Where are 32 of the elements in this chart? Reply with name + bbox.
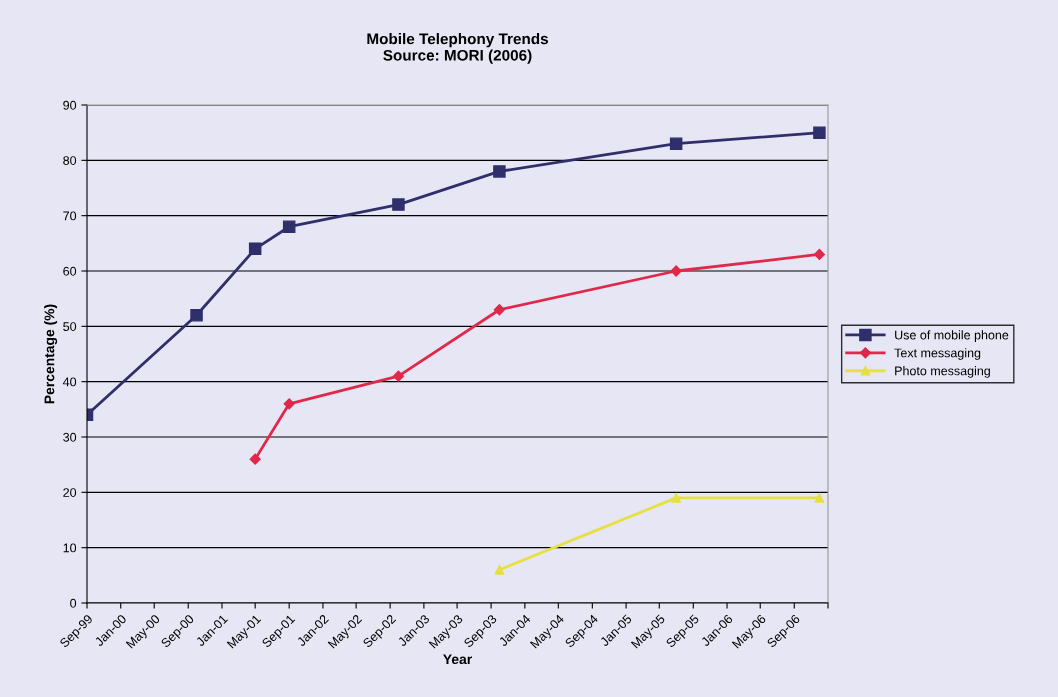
- point: [248, 242, 262, 256]
- point: [283, 398, 295, 410]
- y-tick-label: 50: [63, 322, 77, 331]
- point: [669, 137, 683, 150]
- y-tick-label: 80: [63, 156, 77, 165]
- y-tick-label: 10: [63, 543, 77, 553]
- legend-label: Text messaging: [894, 348, 981, 360]
- point: [670, 265, 682, 277]
- point: [392, 198, 405, 211]
- y-tick-label: 90: [63, 100, 77, 110]
- point: [282, 220, 296, 233]
- y-tick-label: 60: [63, 266, 77, 276]
- y-axis-title: Percentage (%): [44, 304, 58, 404]
- point: [493, 165, 506, 178]
- y-tick-label: 70: [63, 211, 77, 221]
- point: [813, 126, 826, 139]
- point: [190, 309, 203, 322]
- point: [392, 370, 405, 382]
- y-tick-label: 30: [63, 432, 77, 442]
- point: [494, 564, 505, 575]
- point: [814, 493, 825, 503]
- y-tick-label: 0: [70, 598, 77, 608]
- legend-label: Photo messaging: [895, 366, 990, 378]
- y-tick-label: 20: [63, 488, 77, 497]
- point: [813, 248, 826, 261]
- chart-title: Mobile Telephony Trends Source: MORI (2006): [367, 33, 548, 64]
- y-tick-label: 40: [62, 377, 77, 387]
- x-axis-title: Year: [443, 654, 472, 665]
- legend-label: Use of mobile phone: [895, 330, 1009, 342]
- point: [249, 453, 261, 465]
- point: [493, 304, 506, 316]
- point: [671, 493, 682, 503]
